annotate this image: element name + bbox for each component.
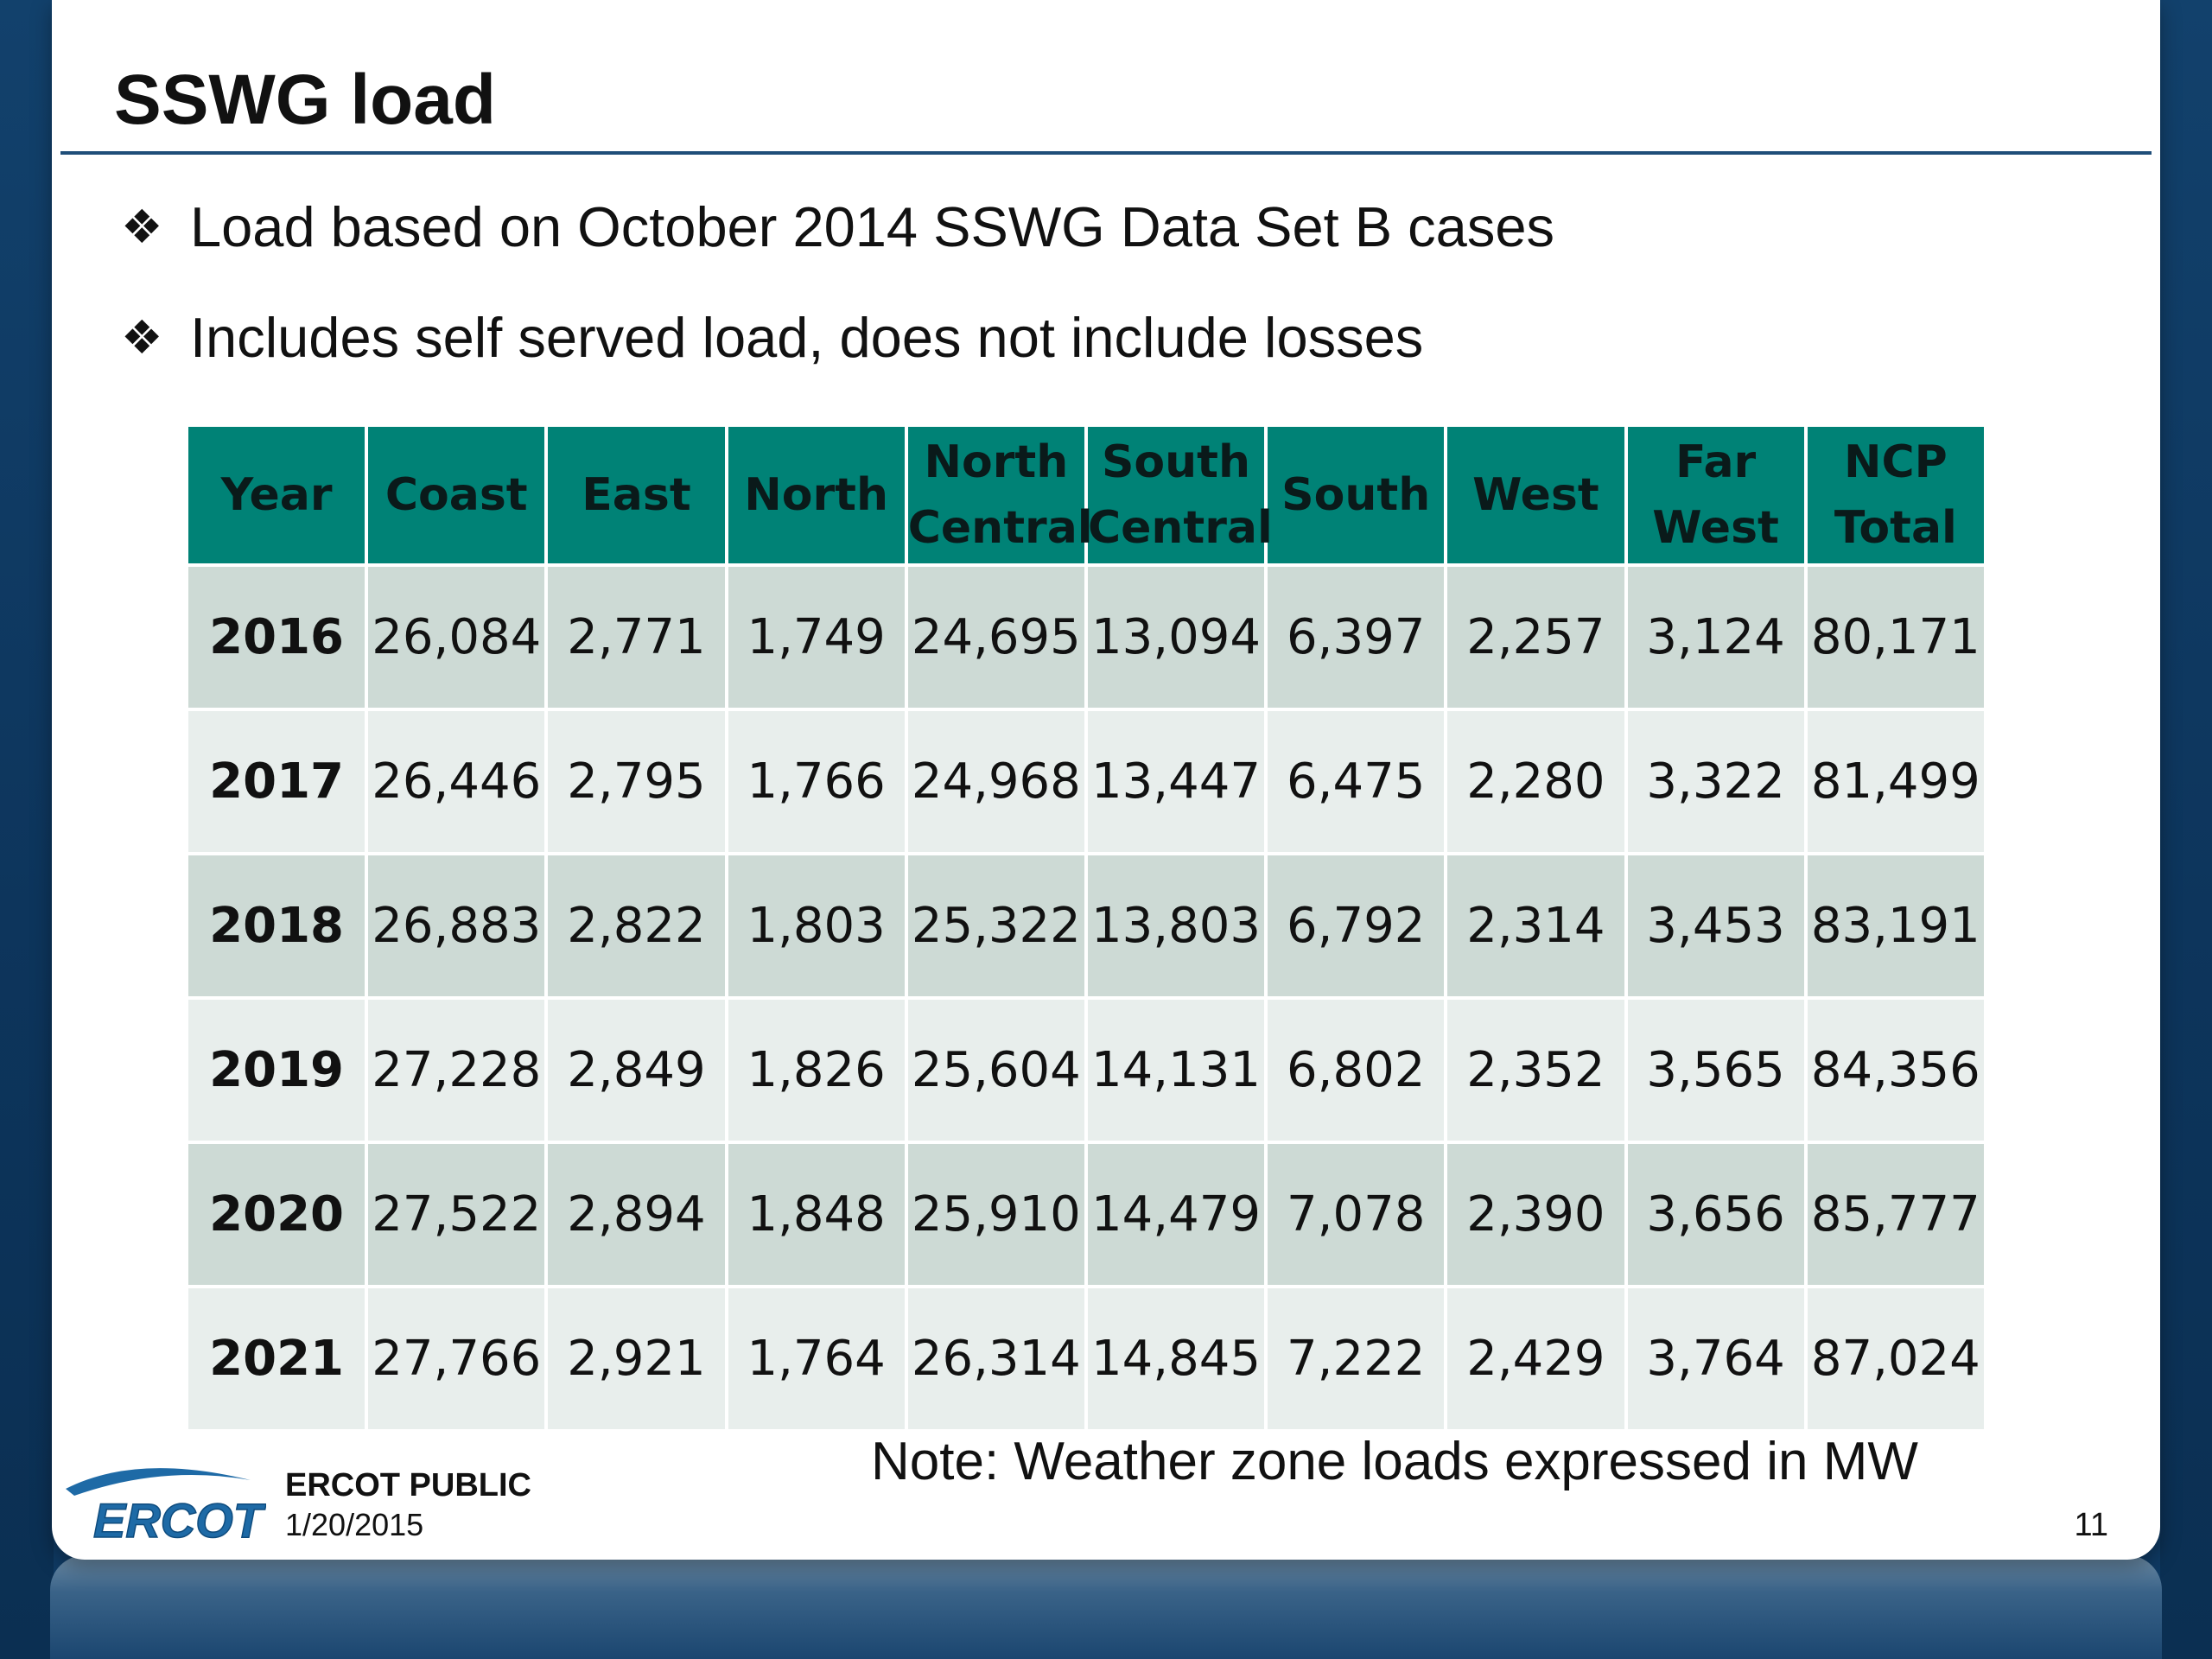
page-number: 11 bbox=[2074, 1507, 2108, 1543]
cell-value: 83,191 bbox=[1803, 852, 1988, 1000]
cell-value: 13,803 bbox=[1084, 852, 1268, 1000]
table-row: 2020 27,522 2,894 1,848 25,910 14,479 7,… bbox=[184, 1141, 1988, 1288]
cell-value: 6,792 bbox=[1264, 852, 1448, 1000]
bullet-glyph-icon: ❖ bbox=[121, 310, 163, 365]
cell-value: 7,078 bbox=[1264, 1141, 1448, 1288]
slide: SSWG load ❖ Load based on October 2014 S… bbox=[52, 0, 2160, 1560]
header-north: North bbox=[724, 423, 908, 567]
cell-value: 2,822 bbox=[544, 852, 728, 1000]
cell-value: 14,845 bbox=[1084, 1285, 1268, 1433]
frame-right bbox=[2160, 0, 2212, 1659]
cell-value: 27,522 bbox=[365, 1141, 549, 1288]
cell-value: 25,322 bbox=[904, 852, 1088, 1000]
ercot-logo: ERCOT bbox=[66, 1468, 266, 1548]
cell-value: 80,171 bbox=[1803, 563, 1988, 711]
footer-classification: ERCOT PUBLIC bbox=[285, 1467, 531, 1503]
cell-value: 3,453 bbox=[1624, 852, 1808, 1000]
bullet-text: Load based on October 2014 SSWG Data Set… bbox=[190, 195, 1554, 258]
header-far-west: Far West bbox=[1624, 423, 1808, 567]
cell-value: 27,228 bbox=[365, 996, 549, 1144]
cell-year: 2019 bbox=[184, 996, 369, 1144]
bullet-item: ❖ Includes self served load, does not in… bbox=[121, 299, 1554, 410]
cell-value: 1,766 bbox=[724, 708, 908, 855]
cell-value: 6,802 bbox=[1264, 996, 1448, 1144]
cell-value: 3,124 bbox=[1624, 563, 1808, 711]
cell-value: 13,094 bbox=[1084, 563, 1268, 711]
cell-value: 2,280 bbox=[1444, 708, 1628, 855]
cell-value: 25,910 bbox=[904, 1141, 1088, 1288]
header-north-central: North Central bbox=[904, 423, 1093, 567]
cell-value: 2,390 bbox=[1444, 1141, 1628, 1288]
cell-value: 1,764 bbox=[724, 1285, 908, 1433]
cell-value: 26,446 bbox=[365, 708, 549, 855]
bullet-text: Includes self served load, does not incl… bbox=[190, 306, 1424, 369]
header-coast: Coast bbox=[365, 423, 549, 567]
header-east: East bbox=[544, 423, 728, 567]
cell-value: 24,695 bbox=[904, 563, 1088, 711]
header-year: Year bbox=[184, 423, 369, 567]
cell-value: 2,352 bbox=[1444, 996, 1628, 1144]
cell-value: 25,604 bbox=[904, 996, 1088, 1144]
title-rule bbox=[60, 151, 2152, 155]
cell-value: 84,356 bbox=[1803, 996, 1988, 1144]
cell-year: 2020 bbox=[184, 1141, 369, 1288]
table-row: 2021 27,766 2,921 1,764 26,314 14,845 7,… bbox=[184, 1285, 1988, 1433]
cell-value: 85,777 bbox=[1803, 1141, 1988, 1288]
cell-value: 26,314 bbox=[904, 1285, 1088, 1433]
cell-value: 6,397 bbox=[1264, 563, 1448, 711]
cell-value: 26,084 bbox=[365, 563, 549, 711]
header-south: South bbox=[1264, 423, 1448, 567]
cell-value: 3,656 bbox=[1624, 1141, 1808, 1288]
cell-value: 1,848 bbox=[724, 1141, 908, 1288]
cell-value: 3,565 bbox=[1624, 996, 1808, 1144]
bottom-band bbox=[50, 1555, 2162, 1659]
frame-left bbox=[0, 0, 54, 1659]
cell-value: 2,894 bbox=[544, 1141, 728, 1288]
cell-value: 87,024 bbox=[1803, 1285, 1988, 1433]
cell-value: 14,479 bbox=[1084, 1141, 1268, 1288]
cell-value: 13,447 bbox=[1084, 708, 1268, 855]
table-row: 2017 26,446 2,795 1,766 24,968 13,447 6,… bbox=[184, 708, 1988, 855]
header-ncp-total: NCP Total bbox=[1803, 423, 1988, 567]
cell-value: 1,749 bbox=[724, 563, 908, 711]
units-note: Note: Weather zone loads expressed in MW bbox=[871, 1432, 1918, 1491]
table-header-row: Year Coast East North North Central South… bbox=[184, 423, 1988, 567]
cell-value: 2,257 bbox=[1444, 563, 1628, 711]
table-row: 2019 27,228 2,849 1,826 25,604 14,131 6,… bbox=[184, 996, 1988, 1144]
table-row: 2018 26,883 2,822 1,803 25,322 13,803 6,… bbox=[184, 852, 1988, 1000]
cell-value: 6,475 bbox=[1264, 708, 1448, 855]
cell-value: 3,764 bbox=[1624, 1285, 1808, 1433]
cell-value: 1,826 bbox=[724, 996, 908, 1144]
slide-title: SSWG load bbox=[114, 60, 496, 139]
cell-value: 2,921 bbox=[544, 1285, 728, 1433]
load-table-container: Year Coast East North North Central South… bbox=[184, 423, 1988, 1433]
bullet-item: ❖ Load based on October 2014 SSWG Data S… bbox=[121, 188, 1554, 299]
logo-wordmark: ERCOT bbox=[93, 1493, 266, 1548]
bullet-list: ❖ Load based on October 2014 SSWG Data S… bbox=[121, 188, 1554, 410]
cell-value: 27,766 bbox=[365, 1285, 549, 1433]
cell-value: 81,499 bbox=[1803, 708, 1988, 855]
cell-year: 2016 bbox=[184, 563, 369, 711]
header-south-central: South Central bbox=[1084, 423, 1273, 567]
cell-value: 14,131 bbox=[1084, 996, 1268, 1144]
cell-year: 2017 bbox=[184, 708, 369, 855]
cell-value: 2,795 bbox=[544, 708, 728, 855]
cell-value: 2,771 bbox=[544, 563, 728, 711]
table-row: 2016 26,084 2,771 1,749 24,695 13,094 6,… bbox=[184, 563, 1988, 711]
cell-year: 2021 bbox=[184, 1285, 369, 1433]
cell-value: 2,849 bbox=[544, 996, 728, 1144]
cell-value: 26,883 bbox=[365, 852, 549, 1000]
header-west: West bbox=[1444, 423, 1628, 567]
cell-value: 24,968 bbox=[904, 708, 1088, 855]
cell-value: 2,429 bbox=[1444, 1285, 1628, 1433]
cell-value: 3,322 bbox=[1624, 708, 1808, 855]
cell-value: 2,314 bbox=[1444, 852, 1628, 1000]
load-table: Year Coast East North North Central South… bbox=[184, 423, 1988, 1433]
footer-date: 1/20/2015 bbox=[285, 1507, 424, 1542]
cell-value: 1,803 bbox=[724, 852, 908, 1000]
cell-value: 7,222 bbox=[1264, 1285, 1448, 1433]
bullet-glyph-icon: ❖ bbox=[121, 200, 163, 254]
cell-year: 2018 bbox=[184, 852, 369, 1000]
